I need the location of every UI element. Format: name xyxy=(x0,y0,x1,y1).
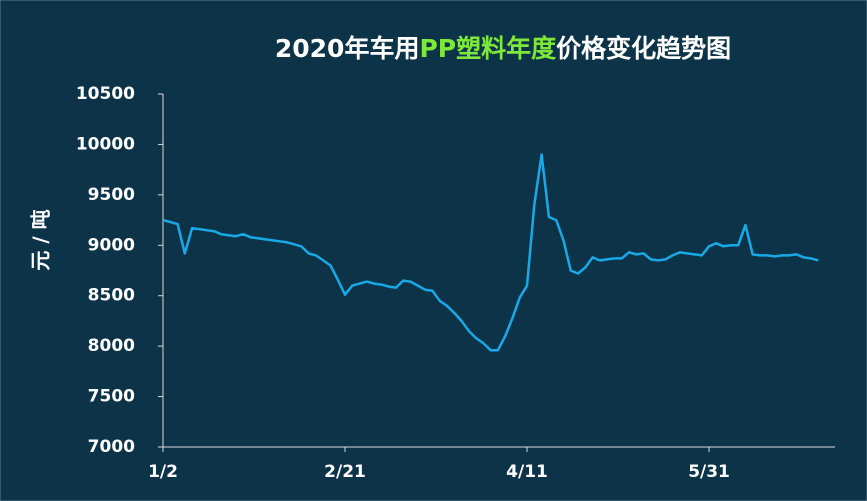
y-tick-label: 9000 xyxy=(88,235,135,255)
line-series xyxy=(162,153,819,352)
chart-title: 2020年车用PP塑料年度价格变化趋势图 xyxy=(275,34,731,63)
title-part: 2020年车用 xyxy=(275,34,420,63)
x-tick-label: 1/2 xyxy=(148,462,178,482)
y-tick-label: 10500 xyxy=(76,84,135,104)
y-tick-label: 9500 xyxy=(88,185,135,205)
x-tick-label: 5/31 xyxy=(688,462,730,482)
title-part: 价格变化趋势图 xyxy=(556,34,731,63)
y-tick-label: 7500 xyxy=(88,387,135,407)
y-tick-label: 8500 xyxy=(88,286,135,306)
title-part: PP塑料年度 xyxy=(419,34,556,63)
y-axis-label: 元 / 吨 xyxy=(29,209,53,270)
y-tick-label: 8000 xyxy=(88,336,135,356)
y-tick-label: 10000 xyxy=(76,134,135,154)
y-tick-label: 7000 xyxy=(88,437,135,457)
x-tick-label: 4/11 xyxy=(506,462,548,482)
x-tick-label: 2/21 xyxy=(324,462,366,482)
